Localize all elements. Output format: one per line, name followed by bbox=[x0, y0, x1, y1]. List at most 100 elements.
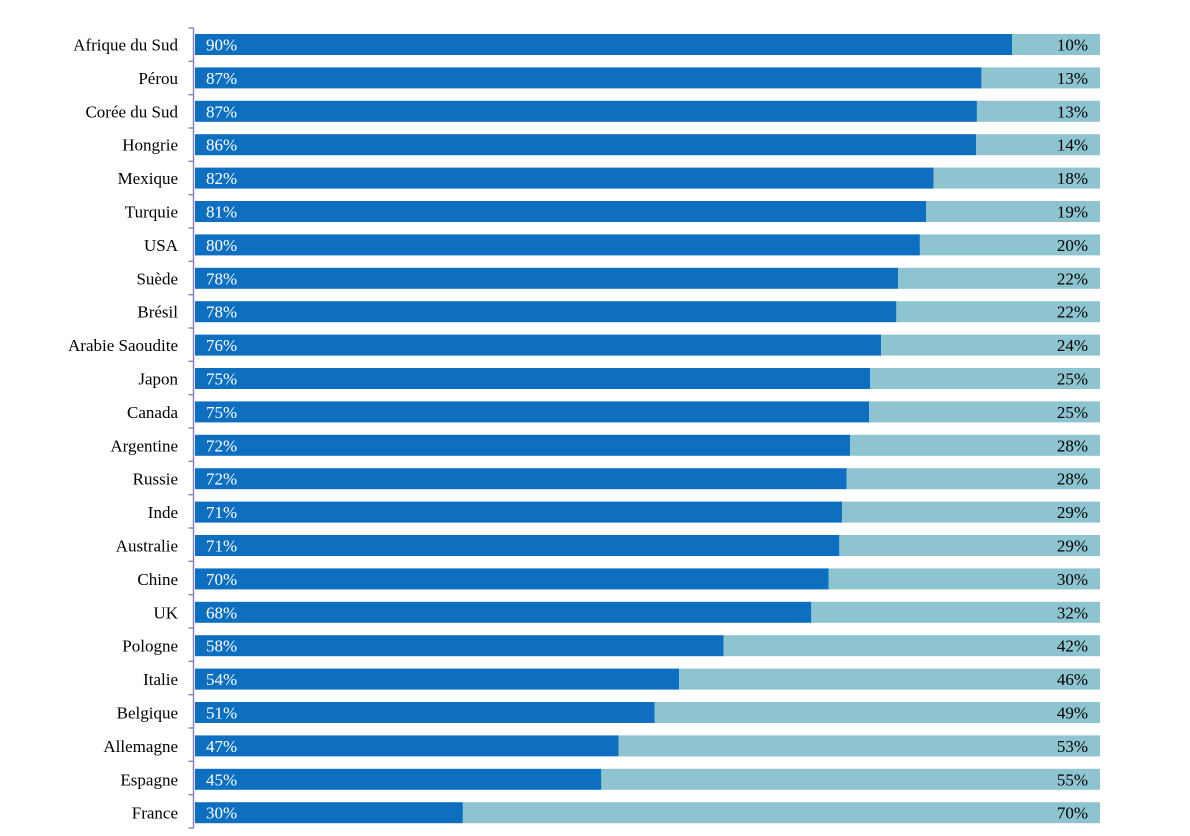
bar-series-2 bbox=[839, 535, 1100, 556]
data-label-series-1: 78% bbox=[206, 303, 237, 322]
data-label-series-1: 68% bbox=[206, 603, 237, 622]
data-label-series-1: 75% bbox=[206, 403, 237, 422]
bar-series-1 bbox=[195, 368, 871, 389]
data-label-series-2: 32% bbox=[1057, 603, 1088, 622]
bar-series-1 bbox=[195, 100, 977, 122]
data-label-series-2: 25% bbox=[1057, 403, 1088, 422]
category-label: Inde bbox=[148, 503, 178, 522]
data-label-series-2: 30% bbox=[1057, 570, 1088, 589]
bar-series-1 bbox=[195, 401, 870, 423]
bar-series-1 bbox=[195, 34, 1013, 55]
bar-series-2 bbox=[981, 67, 1100, 89]
bar-series-1 bbox=[195, 535, 840, 556]
data-label-series-2: 22% bbox=[1057, 303, 1088, 322]
data-label-series-1: 47% bbox=[206, 737, 237, 756]
category-label: Afrique du Sud bbox=[73, 36, 178, 55]
category-label: Pologne bbox=[122, 637, 178, 656]
category-label: Mexique bbox=[118, 169, 178, 188]
bar-series-2 bbox=[898, 267, 1100, 289]
category-label: Allemagne bbox=[103, 737, 178, 756]
data-label-series-2: 10% bbox=[1057, 36, 1088, 55]
data-label-series-1: 76% bbox=[206, 336, 237, 355]
data-label-series-1: 51% bbox=[206, 704, 237, 723]
data-label-series-1: 90% bbox=[206, 36, 237, 55]
bar-series-1 bbox=[195, 735, 619, 757]
category-label: Suède bbox=[136, 269, 178, 288]
data-label-series-2: 19% bbox=[1057, 203, 1088, 222]
bar-series-2 bbox=[601, 768, 1100, 790]
bar-series-1 bbox=[195, 234, 920, 256]
category-label: Arabie Saoudite bbox=[68, 336, 178, 355]
data-label-series-2: 29% bbox=[1057, 503, 1088, 522]
category-label: Russie bbox=[133, 470, 178, 489]
bar-series-2 bbox=[869, 401, 1100, 423]
bar-series-1 bbox=[195, 167, 934, 189]
bar-series-2 bbox=[896, 301, 1100, 323]
category-label: Chine bbox=[137, 570, 178, 589]
bar-series-2 bbox=[870, 368, 1100, 389]
data-label-series-2: 22% bbox=[1057, 269, 1088, 288]
data-label-series-2: 70% bbox=[1057, 804, 1088, 823]
category-label: Pérou bbox=[138, 69, 178, 88]
category-label: Turquie bbox=[125, 203, 178, 222]
bar-series-2 bbox=[933, 167, 1100, 189]
bar-series-2 bbox=[723, 635, 1100, 657]
data-label-series-2: 24% bbox=[1057, 336, 1088, 355]
bar-series-1 bbox=[195, 568, 829, 590]
bar-series-2 bbox=[976, 100, 1100, 122]
bar-series-2 bbox=[618, 735, 1100, 757]
category-label: France bbox=[132, 804, 178, 823]
bar-series-2 bbox=[850, 434, 1100, 456]
bar-series-2 bbox=[846, 468, 1100, 490]
bar-series-2 bbox=[462, 802, 1100, 824]
data-label-series-1: 45% bbox=[206, 770, 237, 789]
data-label-series-2: 13% bbox=[1057, 69, 1088, 88]
data-label-series-2: 28% bbox=[1057, 470, 1088, 489]
bar-series-2 bbox=[919, 234, 1100, 256]
data-label-series-1: 87% bbox=[206, 102, 237, 121]
data-label-series-1: 71% bbox=[206, 537, 237, 556]
data-label-series-1: 86% bbox=[206, 136, 237, 155]
data-label-series-2: 14% bbox=[1057, 136, 1088, 155]
category-label: Italie bbox=[143, 670, 178, 689]
bar-series-1 bbox=[195, 501, 843, 523]
data-label-series-2: 20% bbox=[1057, 236, 1088, 255]
bar-series-1 bbox=[195, 201, 927, 222]
data-label-series-1: 72% bbox=[206, 470, 237, 489]
data-label-series-1: 80% bbox=[206, 236, 237, 255]
data-label-series-1: 82% bbox=[206, 169, 237, 188]
category-label: Japon bbox=[138, 370, 178, 389]
category-label: UK bbox=[153, 603, 178, 622]
bar-series-1 bbox=[195, 668, 680, 690]
bar-series-1 bbox=[195, 468, 847, 490]
data-label-series-1: 87% bbox=[206, 69, 237, 88]
bar-series-2 bbox=[976, 134, 1100, 156]
bar-series-1 bbox=[195, 67, 982, 89]
bar-series-2 bbox=[880, 334, 1100, 356]
data-label-series-1: 72% bbox=[206, 436, 237, 455]
data-label-series-2: 29% bbox=[1057, 537, 1088, 556]
category-label: Belgique bbox=[117, 704, 178, 723]
data-label-series-1: 58% bbox=[206, 637, 237, 656]
data-label-series-1: 75% bbox=[206, 370, 237, 389]
data-label-series-2: 18% bbox=[1057, 169, 1088, 188]
data-label-series-1: 78% bbox=[206, 269, 237, 288]
bar-series-2 bbox=[926, 201, 1100, 222]
data-label-series-2: 55% bbox=[1057, 770, 1088, 789]
data-label-series-1: 81% bbox=[206, 203, 237, 222]
bar-series-1 bbox=[195, 802, 463, 824]
category-label: USA bbox=[144, 236, 179, 255]
data-label-series-1: 70% bbox=[206, 570, 237, 589]
bar-series-2 bbox=[1012, 34, 1100, 55]
bar-series-2 bbox=[679, 668, 1100, 690]
category-label: Brésil bbox=[137, 303, 178, 322]
data-label-series-1: 30% bbox=[206, 804, 237, 823]
data-label-series-2: 28% bbox=[1057, 436, 1088, 455]
category-label: Australie bbox=[116, 537, 178, 556]
bar-series-2 bbox=[811, 601, 1100, 623]
bar-series-1 bbox=[195, 768, 602, 790]
data-label-series-1: 54% bbox=[206, 670, 237, 689]
bar-series-2 bbox=[842, 501, 1100, 523]
category-label: Espagne bbox=[120, 770, 178, 789]
